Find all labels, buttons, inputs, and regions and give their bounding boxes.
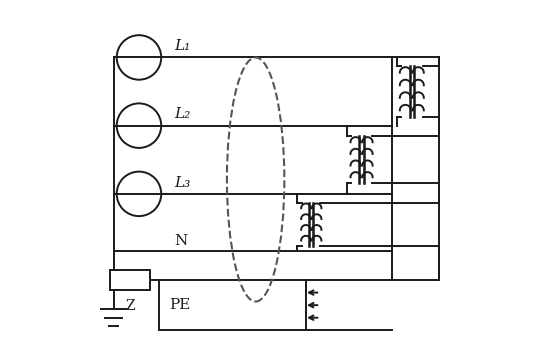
FancyBboxPatch shape: [110, 270, 150, 290]
Text: L₁: L₁: [174, 39, 190, 53]
Text: L₂: L₂: [174, 107, 190, 121]
Text: N: N: [174, 234, 187, 248]
Text: L₃: L₃: [174, 176, 190, 190]
Text: PE: PE: [170, 298, 191, 312]
FancyBboxPatch shape: [159, 280, 306, 330]
Text: Z: Z: [125, 299, 135, 313]
